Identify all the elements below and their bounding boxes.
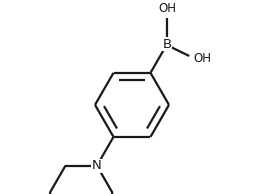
- Text: OH: OH: [193, 52, 211, 65]
- Text: B: B: [163, 37, 172, 50]
- Text: N: N: [92, 159, 102, 172]
- Text: OH: OH: [158, 2, 176, 15]
